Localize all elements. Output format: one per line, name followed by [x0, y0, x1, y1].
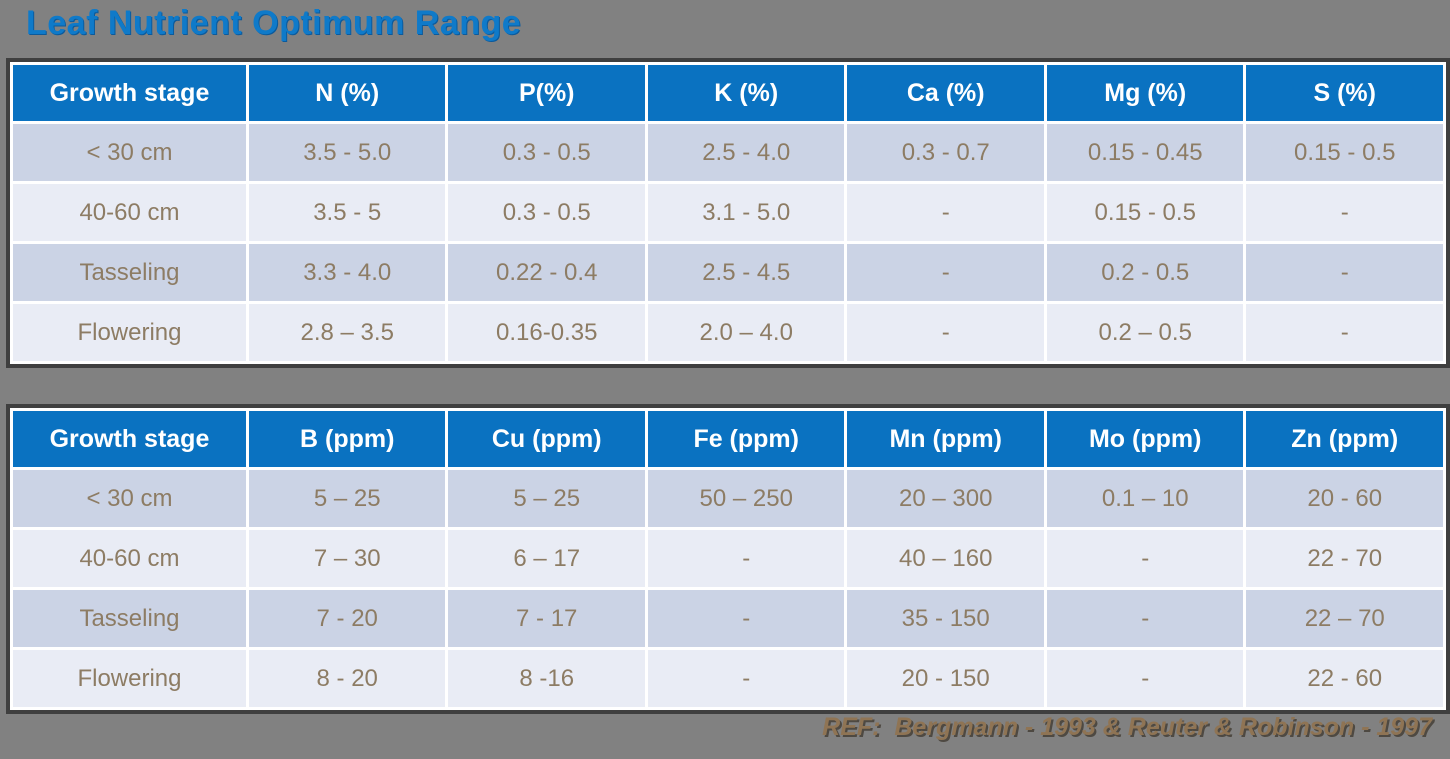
table-row: < 30 cm 3.5 - 5.0 0.3 - 0.5 2.5 - 4.0 0.3 - … — [13, 124, 1443, 181]
nutrient-column-header: Zn (ppm) — [1246, 411, 1443, 467]
value-cell: - — [847, 304, 1044, 361]
value-cell: 2.5 - 4.0 — [647, 124, 845, 181]
value-cell: 22 – 70 — [1246, 590, 1443, 647]
value-cell: - — [1246, 184, 1443, 241]
value-cell: 7 - 17 — [448, 590, 645, 647]
value-cell: - — [647, 590, 845, 647]
value-cell: 0.3 - 0.5 — [448, 124, 645, 181]
value-cell: 0.15 - 0.5 — [1246, 124, 1443, 181]
growth-stage-header: Growth stage — [13, 65, 246, 121]
value-cell: 5 – 25 — [448, 470, 645, 527]
table-row: Tasseling 3.3 - 4.0 0.22 - 0.4 2.5 - 4.5-0.… — [13, 244, 1443, 301]
value-cell: 0.3 - 0.7 — [847, 124, 1044, 181]
growth-stage-header: Growth stage — [13, 411, 246, 467]
value-cell: - — [847, 244, 1044, 301]
value-cell: 0.2 – 0.5 — [1046, 304, 1244, 361]
value-cell: 3.1 - 5.0 — [647, 184, 845, 241]
value-cell: - — [847, 184, 1044, 241]
reference-text: REF: Bergmann - 1993 & Reuter & Robinson… — [822, 713, 1432, 741]
value-cell: 20 - 60 — [1246, 470, 1443, 527]
page-title: Leaf Nutrient Optimum Range — [26, 4, 522, 42]
value-cell: 20 – 300 — [847, 470, 1044, 527]
value-cell: 35 - 150 — [847, 590, 1044, 647]
growth-stage-cell: Flowering — [13, 650, 246, 707]
table-row: 40-60 cm 7 – 30 6 – 17-40 – 160-22 - 70 — [13, 530, 1443, 587]
nutrient-column-header: Fe (ppm) — [647, 411, 845, 467]
value-cell: 3.3 - 4.0 — [248, 244, 446, 301]
growth-stage-cell: Tasseling — [13, 590, 246, 647]
growth-stage-cell: 40-60 cm — [13, 530, 246, 587]
header-row: Growth stage B (ppm) Cu (ppm) Fe (ppm) Mn (p… — [13, 411, 1443, 467]
table-row: Flowering 8 - 20 8 -16-20 - 150-22 - 60 — [13, 650, 1443, 707]
nutrient-column-header: Mg (%) — [1046, 65, 1244, 121]
value-cell: 7 – 30 — [248, 530, 446, 587]
value-cell: 0.22 - 0.4 — [448, 244, 645, 301]
value-cell: 0.15 - 0.5 — [1046, 184, 1244, 241]
nutrient-column-header: Mo (ppm) — [1046, 411, 1244, 467]
micronutrients-grid: Growth stage B (ppm) Cu (ppm) Fe (ppm) Mn (p… — [10, 408, 1446, 710]
value-cell: - — [1046, 590, 1244, 647]
value-cell: 40 – 160 — [847, 530, 1044, 587]
value-cell: - — [1046, 650, 1244, 707]
table-row: Tasseling 7 - 20 7 - 17-35 - 150-22 – 70 — [13, 590, 1443, 647]
macronutrient-table: Growth stage N (%) P(%) K (%) Ca (%) Mg (%) S … — [6, 58, 1450, 368]
value-cell: 0.1 – 10 — [1046, 470, 1244, 527]
growth-stage-cell: < 30 cm — [13, 124, 246, 181]
nutrient-column-header: B (ppm) — [248, 411, 446, 467]
micronutrient-table: Growth stage B (ppm) Cu (ppm) Fe (ppm) Mn (p… — [6, 404, 1450, 714]
nutrient-column-header: S (%) — [1246, 65, 1443, 121]
value-cell: 2.5 - 4.5 — [647, 244, 845, 301]
value-cell: 0.2 - 0.5 — [1046, 244, 1244, 301]
value-cell: - — [1246, 244, 1443, 301]
nutrient-column-header: Ca (%) — [847, 65, 1044, 121]
value-cell: 3.5 - 5 — [248, 184, 446, 241]
value-cell: 6 – 17 — [448, 530, 645, 587]
growth-stage-cell: 40-60 cm — [13, 184, 246, 241]
growth-stage-cell: Flowering — [13, 304, 246, 361]
table-row: 40-60 cm 3.5 - 5 0.3 - 0.5 3.1 - 5.0-0.15 -… — [13, 184, 1443, 241]
value-cell: 2.8 – 3.5 — [248, 304, 446, 361]
table-row: Flowering 2.8 – 3.5 0.16-0.35 2.0 – 4.0-0.2… — [13, 304, 1443, 361]
value-cell: 50 – 250 — [647, 470, 845, 527]
value-cell: - — [647, 650, 845, 707]
value-cell: 5 – 25 — [248, 470, 446, 527]
value-cell: 8 -16 — [448, 650, 645, 707]
value-cell: 22 - 60 — [1246, 650, 1443, 707]
nutrient-column-header: Mn (ppm) — [847, 411, 1044, 467]
table-row: < 30 cm 5 – 25 5 – 25 50 – 250 20 – 300 0.1 –… — [13, 470, 1443, 527]
value-cell: - — [647, 530, 845, 587]
value-cell: 22 - 70 — [1246, 530, 1443, 587]
value-cell: 7 - 20 — [248, 590, 446, 647]
value-cell: 3.5 - 5.0 — [248, 124, 446, 181]
value-cell: 0.16-0.35 — [448, 304, 645, 361]
value-cell: - — [1046, 530, 1244, 587]
growth-stage-cell: Tasseling — [13, 244, 246, 301]
macronutrients-grid: Growth stage N (%) P(%) K (%) Ca (%) Mg (%) S … — [10, 62, 1446, 364]
value-cell: 0.15 - 0.45 — [1046, 124, 1244, 181]
growth-stage-cell: < 30 cm — [13, 470, 246, 527]
header-row: Growth stage N (%) P(%) K (%) Ca (%) Mg (%) S … — [13, 65, 1443, 121]
nutrient-column-header: N (%) — [248, 65, 446, 121]
value-cell: 8 - 20 — [248, 650, 446, 707]
value-cell: - — [1246, 304, 1443, 361]
nutrient-column-header: Cu (ppm) — [448, 411, 645, 467]
value-cell: 2.0 – 4.0 — [647, 304, 845, 361]
nutrient-column-header: K (%) — [647, 65, 845, 121]
value-cell: 0.3 - 0.5 — [448, 184, 645, 241]
value-cell: 20 - 150 — [847, 650, 1044, 707]
nutrient-column-header: P(%) — [448, 65, 645, 121]
